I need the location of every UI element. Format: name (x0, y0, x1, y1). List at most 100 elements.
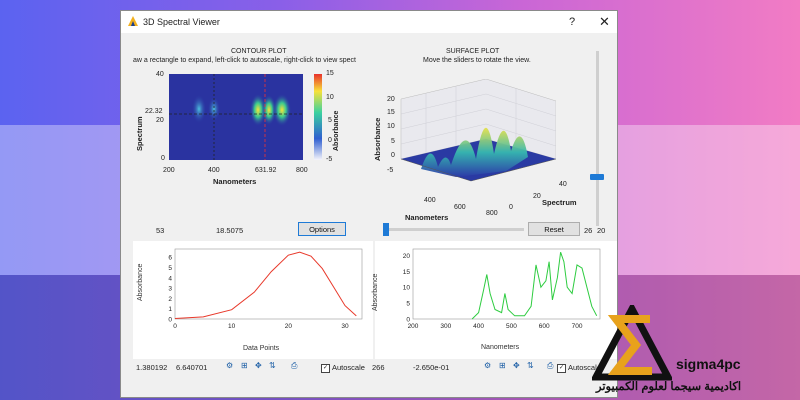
surface-title: SURFACE PLOT (446, 48, 500, 55)
surface-xtick: 600 (454, 204, 466, 211)
lower-right-xtick: 500 (506, 323, 517, 330)
lower-left-ytick: 5 (168, 265, 172, 272)
contour-title: CONTOUR PLOT (231, 48, 287, 55)
lower-right-xtick: 200 (408, 323, 419, 330)
lower-right-ytick: 20 (403, 253, 411, 260)
contour-xtick: 200 (163, 167, 175, 174)
brand-name: sigma4pc (676, 356, 741, 372)
lower-right-coord-x: 266 (372, 363, 385, 372)
autoscale-label: Autoscale (332, 363, 365, 372)
lower-right-ytick: 5 (406, 301, 410, 308)
surface-xlabel: Nanometers (405, 213, 449, 222)
lower-right-coord-y: -2.650e-01 (413, 363, 450, 372)
colorbar-tick: 5 (328, 117, 332, 124)
autoscale-checkbox[interactable]: ✓ (557, 363, 566, 373)
colorbar-tick: 15 (326, 70, 334, 77)
axis-scale-icon[interactable]: ⇅ (269, 361, 276, 370)
lower-left-autoscale[interactable]: ✓ Autoscale (321, 363, 365, 373)
lower-right-series-line (471, 252, 598, 320)
chart-settings-icon[interactable]: ⚙ (484, 361, 492, 370)
contour-xtick: 400 (208, 167, 220, 174)
surface-ytick: 0 (509, 204, 513, 211)
reset-button[interactable]: Reset (528, 222, 580, 236)
contour-xtick: 800 (296, 167, 308, 174)
lower-right-panel (375, 241, 617, 359)
colorbar-tick: 0 (328, 137, 332, 144)
lower-left-ylabel: Absorbance (137, 263, 144, 301)
autoscale-checkbox[interactable]: ✓ (321, 363, 330, 373)
surface-xtick: 400 (424, 197, 436, 204)
lower-left-coord-x: 1.380192 (136, 363, 168, 372)
surface-ztick: 10 (387, 123, 395, 130)
sigma4pc-logo (592, 305, 672, 381)
surface-ztick: 20 (387, 96, 395, 103)
pan-icon[interactable]: ✥ (513, 361, 520, 370)
right-value-1: 26 (584, 226, 593, 235)
lower-right-xtick: 700 (572, 323, 583, 330)
app-icon (128, 16, 138, 26)
print-icon[interactable]: ⎙ (547, 361, 554, 370)
horizontal-slider-handle[interactable] (383, 223, 389, 236)
contour-ytick: 22.32 (145, 108, 163, 115)
print-icon[interactable]: ⎙ (291, 361, 298, 370)
lower-left-series-line (174, 251, 357, 319)
contour-ytick: 40 (156, 71, 164, 78)
surface-ylabel: Spectrum (542, 198, 577, 207)
colorbar-label: Absorbance (333, 110, 340, 151)
lower-right-ytick: 15 (403, 269, 411, 276)
lower-left-panel (133, 241, 373, 359)
contour-subtitle: aw a rectangle to expand, left-click to … (133, 57, 356, 64)
contour-ytick: 0 (161, 155, 165, 162)
zoom-box-icon[interactable]: ⊞ (241, 361, 248, 370)
pan-icon[interactable]: ✥ (255, 361, 262, 370)
lower-left-plot-frame (174, 248, 363, 320)
lower-left-ytick: 2 (168, 296, 172, 303)
surface-zlabel: Absorbance (373, 117, 382, 161)
horizontal-rotation-slider[interactable] (384, 228, 524, 231)
contour-heatmap[interactable] (169, 74, 303, 160)
zoom-box-icon[interactable]: ⊞ (499, 361, 506, 370)
contour-ytick: 20 (156, 117, 164, 124)
contour-xtick: 631.92 (255, 167, 277, 174)
lower-right-xtick: 300 (440, 323, 451, 330)
colorbar-tick: -5 (326, 156, 333, 163)
options-button[interactable]: Options (298, 222, 346, 236)
lower-left-xtick: 0 (173, 323, 177, 330)
lower-right-autoscale[interactable]: ✓ Autoscale (557, 363, 601, 373)
surface-ztick: 0 (391, 152, 395, 159)
vertical-rotation-slider[interactable] (596, 51, 599, 226)
surface-subtitle: Move the sliders to rotate the view. (423, 57, 531, 64)
help-button[interactable]: ? (569, 16, 576, 28)
contour-colorbar (314, 74, 322, 160)
surface-plot-3d[interactable] (396, 79, 556, 221)
lower-left-ytick: 6 (168, 255, 172, 262)
surface-ztick: 15 (387, 109, 395, 116)
lower-left-xtick: 10 (228, 323, 236, 330)
lower-right-ytick: 10 (403, 285, 411, 292)
contour-ylabel: Spectrum (135, 116, 144, 151)
colorbar-tick: 10 (326, 94, 334, 101)
vertical-slider-handle[interactable] (590, 174, 604, 180)
contour-xlabel: Nanometers (213, 177, 257, 186)
lower-left-coord-y: 6.640701 (176, 363, 208, 372)
surface-ytick: 20 (533, 193, 541, 200)
chart-settings-icon[interactable]: ⚙ (226, 361, 234, 370)
spectral-viewer-window: 3D Spectral Viewer ? ✕ CONTOUR PLOT aw a… (120, 10, 618, 398)
mid-value: 18.5075 (216, 226, 244, 235)
surface-xtick: 800 (486, 210, 498, 217)
lower-left-ytick: 4 (168, 275, 172, 282)
lower-right-ylabel: Absorbance (372, 273, 379, 311)
window-title: 3D Spectral Viewer (143, 17, 220, 27)
surface-ytick: 40 (559, 181, 567, 188)
surface-ztick: 5 (391, 138, 395, 145)
close-button[interactable]: ✕ (599, 14, 610, 29)
right-value-2: 20 (597, 226, 606, 235)
lower-left-xtick: 20 (285, 323, 293, 330)
left-value: 53 (156, 226, 165, 235)
axis-scale-icon[interactable]: ⇅ (527, 361, 534, 370)
surface-ztick: -5 (387, 167, 394, 174)
lower-left-ytick: 0 (168, 317, 172, 324)
lower-left-xlabel: Data Points (243, 345, 280, 352)
